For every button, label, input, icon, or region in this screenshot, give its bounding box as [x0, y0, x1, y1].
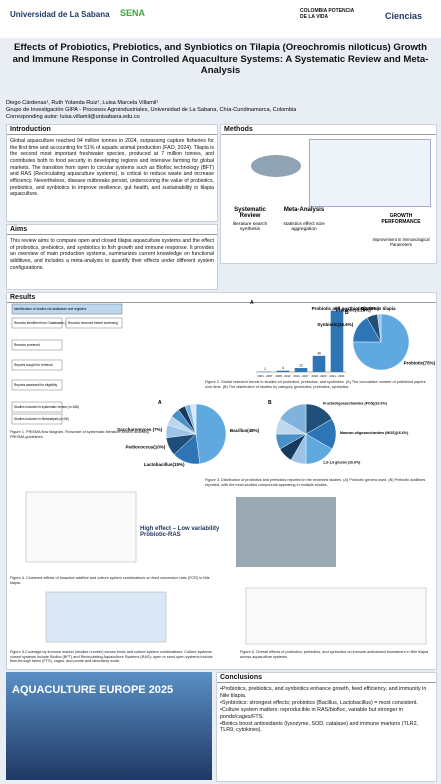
conclusion-item: •Synbiotics: strongest effects; probioti… — [220, 699, 418, 706]
conclusion-item: •Probiotics, prebiotics, and synbiotics … — [220, 686, 427, 699]
pie-heading: Biotics in tilapia — [361, 306, 396, 311]
prisma-box — [11, 359, 63, 371]
caption: Figure 1. PRISMA flow diagram. Flowchart… — [10, 430, 149, 439]
pie-label: 1,3-1,6 glucan (16.6%) — [323, 460, 361, 464]
prisma-text: Records identified from: Databases (n = … — [14, 321, 74, 325]
x-tick-label: 2021 - 2024 — [330, 374, 345, 378]
prisma-box — [11, 339, 63, 351]
method-item: Systematic Review — [234, 207, 266, 219]
logo: COLOMBIA POTENCIA DE LA VIDA — [300, 8, 355, 20]
conclusions-box: Conclusions •Probiotics, prebiotics, and… — [216, 672, 437, 782]
pie-slice — [377, 313, 382, 343]
pie-label: Synbiotic(16.6%) — [317, 322, 354, 327]
bar-label: 4 — [282, 366, 284, 370]
pie-slice — [190, 403, 197, 435]
prisma-text: Identification of studies via databases … — [14, 307, 87, 311]
pie-slice — [352, 313, 410, 371]
x-tick-label: 2013 - 2017 — [294, 374, 309, 378]
x-tick-label: 2001 - 2007 — [258, 374, 273, 378]
bar-label: 12 — [299, 364, 303, 368]
method-item: statistics effect size aggregation — [283, 222, 325, 232]
caption: Figure 2. Global research trends in stud… — [205, 380, 426, 389]
pie-label: Lactobacillus(15%) — [144, 462, 185, 467]
x-tick-label: 2008 - 2012 — [276, 374, 291, 378]
prisma-text: Records screened — [14, 343, 40, 347]
section-heading: Methods — [221, 125, 436, 135]
panel-label: A — [158, 400, 162, 406]
results-charts: Identification of studies via databases … — [11, 300, 435, 645]
caption: Figure 5.Coverage by immune marker (stud… — [10, 650, 213, 664]
prisma-text: Reports assessed for eligibility — [14, 383, 57, 387]
conclusion-item: •Biotics boost antioxidants (lysozyme, S… — [220, 720, 419, 734]
aims-text: This review aims to compare open and clo… — [10, 238, 214, 271]
affiliation: Grupo de Investigación GIPA - Procesos A… — [6, 107, 297, 113]
pie-label: Saccharomyces (7%) — [117, 427, 163, 432]
bar — [312, 355, 326, 372]
method-item: literature search synthesis — [232, 222, 268, 232]
conclusion-item: •Culture system matters: reproducible in… — [220, 706, 404, 720]
prisma-box — [11, 379, 63, 391]
pie-slice — [279, 403, 307, 435]
prisma-box — [11, 317, 63, 329]
bar-label: 1 — [264, 367, 266, 371]
authors: Diego Cárdenas¹, Ruth Yolanda Ruiz¹, Lui… — [6, 100, 159, 106]
pie-label: Mannan-oligosaccharides (MOS)(16.6%) — [340, 431, 409, 435]
pie-label: Prebiotic(6.26%) — [336, 308, 372, 313]
section-heading: Conclusions — [217, 673, 436, 683]
fish-photo — [236, 497, 336, 567]
annotation: High effect – Low variability Probiotic-… — [140, 526, 220, 538]
section-heading: Introduction — [7, 125, 217, 135]
banner: AQUACULTURE EUROPE 2025 — [12, 684, 174, 696]
conclusions-list: •Probiotics, prebiotics, and synbiotics … — [217, 683, 436, 737]
panel-label: A — [250, 300, 254, 306]
panel-label: B — [268, 400, 272, 406]
method-item: GROWTH PERFORMANCE — [381, 213, 421, 225]
bar-label: 49 — [317, 351, 321, 355]
prisma-text: Records removed before screening — [68, 321, 118, 325]
bar — [294, 368, 308, 372]
pie-label: Probiotic and postbiotic(2.08%) — [312, 306, 380, 311]
pie-label: Pediococcus(10%) — [125, 444, 165, 449]
pie-label: Bacillus(48%) — [230, 428, 260, 433]
x-tick-label: 2018 - 2020 — [312, 374, 327, 378]
caption: Figure 3. Distribution of probiotics and… — [205, 478, 426, 487]
fish-icon — [251, 155, 301, 177]
pie-label: Probiotic(75%) — [404, 361, 435, 366]
fig5-heatmap — [45, 591, 167, 643]
banner-image: AQUACULTURE EUROPE 2025 — [6, 672, 212, 780]
section-heading: Results — [7, 293, 436, 303]
aims-box: Aims This review aims to compare open an… — [6, 224, 218, 290]
caption: Figure 6. Overall effects of probiotics,… — [240, 650, 429, 659]
methods-box: Methods Systematic Review literature sea… — [220, 124, 437, 264]
prisma-text: Studies included in systematic review (n… — [14, 405, 79, 409]
panel-label: B — [345, 310, 349, 316]
fig4-plot — [25, 491, 137, 563]
prisma-text: Studies included in Metanalysis (n=56) — [14, 417, 69, 421]
prisma-box — [11, 303, 123, 315]
bar — [276, 370, 290, 372]
title: Effects of Probiotics, Prebiotics, and S… — [12, 42, 429, 76]
header-bar — [0, 0, 441, 38]
section-heading: Aims — [7, 225, 217, 235]
intro-text: Global aquaculture reached 94 million to… — [10, 138, 214, 198]
logo: Ciencias — [385, 11, 423, 21]
pie-slice — [195, 403, 227, 464]
corresponding: Corresponding autor: luisa.villamil@unis… — [6, 114, 140, 120]
bar-label: 186 — [334, 306, 340, 310]
pie-label: Fructooligosaccharides (FOS)(16.6%) — [323, 402, 388, 406]
prisma-box — [11, 401, 63, 413]
caption: Figure 4. Clustered effects of bioactive… — [10, 576, 210, 585]
methods-diagram — [309, 139, 431, 207]
fig6-forest — [245, 587, 427, 645]
intro-box: Introduction Global aquaculture reached … — [6, 124, 218, 222]
prisma-box — [65, 317, 123, 329]
bar — [330, 310, 344, 372]
method-item: Meta-Analysis — [283, 207, 325, 213]
prisma-text: Reports sought for retrieval — [14, 363, 53, 367]
prisma-box — [11, 413, 63, 425]
method-item: Improvement in Immunological Parameters — [372, 237, 430, 247]
logo: SENA — [120, 8, 146, 18]
logo: Universidad de La Sabana — [10, 10, 110, 19]
